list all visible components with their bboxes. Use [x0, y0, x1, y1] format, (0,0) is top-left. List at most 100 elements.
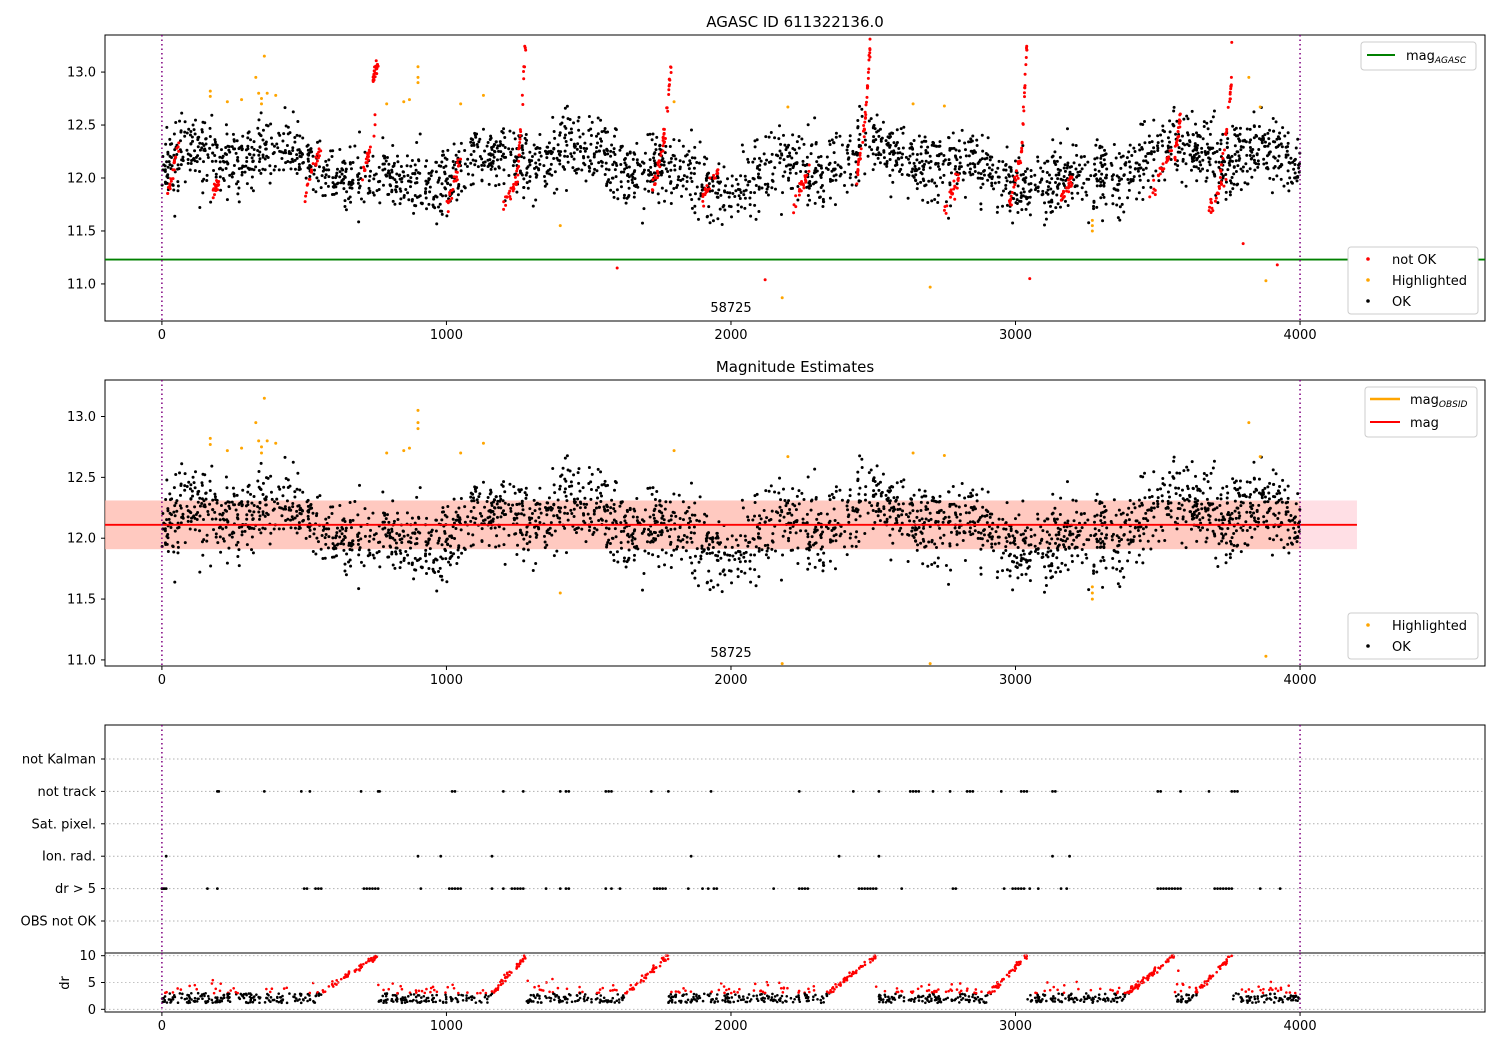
ok-point	[563, 456, 567, 460]
ok-point	[864, 485, 868, 489]
ok-point	[311, 511, 315, 515]
ok-point	[1068, 530, 1072, 534]
ok-point	[371, 511, 375, 515]
ok-point	[1114, 156, 1118, 160]
ok-point	[1169, 158, 1173, 162]
ok-point	[356, 542, 360, 546]
ok-point	[1220, 532, 1224, 536]
ok-point	[1133, 506, 1137, 510]
ok-point	[312, 532, 316, 536]
ok-point	[779, 578, 783, 582]
ok-point	[415, 140, 419, 144]
ok-point	[767, 160, 771, 164]
ok-point	[208, 146, 212, 150]
ok-point	[836, 163, 840, 167]
ok-point	[563, 505, 567, 509]
ok-point	[284, 507, 288, 511]
ok-point	[185, 504, 189, 508]
ok-point	[744, 550, 748, 554]
ok-point	[669, 202, 673, 206]
ok-point	[321, 169, 325, 173]
ok-point	[246, 490, 250, 494]
ok-point	[407, 561, 411, 565]
ok-point	[176, 545, 180, 549]
ok-point	[269, 122, 273, 126]
ok-point	[848, 176, 852, 180]
ok-point	[716, 217, 720, 221]
ok-point	[165, 160, 169, 164]
ok-point	[867, 471, 871, 475]
ok-point	[200, 481, 204, 485]
ok-point	[440, 160, 444, 164]
ok-point	[414, 168, 418, 172]
ok-point	[1008, 209, 1012, 213]
not-ok-point	[944, 211, 948, 215]
not-ok-point	[456, 164, 460, 168]
ok-point	[787, 539, 791, 543]
not-ok-point	[367, 151, 371, 155]
ok-point	[298, 151, 302, 155]
ok-point	[602, 505, 606, 509]
ok-point	[487, 544, 491, 548]
ok-point	[918, 161, 922, 165]
ok-point	[295, 171, 299, 175]
ok-point	[723, 190, 727, 194]
ok-point	[569, 480, 573, 484]
ok-point	[1115, 567, 1119, 571]
ok-point	[281, 494, 285, 498]
ok-point	[335, 167, 339, 171]
panel-magnitude-estimates: Magnitude Estimates 0 1000 2000 3000 400011.…	[67, 358, 1486, 688]
ok-point	[221, 154, 225, 158]
ok-point	[259, 111, 263, 115]
ok-point	[1276, 159, 1280, 163]
ok-point	[524, 141, 528, 145]
ok-point	[437, 539, 441, 543]
ok-point	[1127, 542, 1131, 546]
ok-point	[339, 181, 343, 185]
ok-point	[378, 201, 382, 205]
ok-point	[183, 134, 187, 138]
ok-point	[941, 541, 945, 545]
ok-point	[1127, 150, 1131, 154]
ok-point	[304, 176, 308, 180]
ok-point	[961, 539, 965, 543]
ok-point	[867, 119, 871, 123]
ok-point	[633, 537, 637, 541]
ok-point	[990, 177, 994, 181]
ok-point	[652, 152, 656, 156]
ok-point	[960, 482, 964, 486]
ok-point	[874, 153, 878, 157]
ok-point	[295, 153, 299, 157]
ok-point	[1086, 160, 1090, 164]
ok-point	[705, 157, 709, 161]
ok-point	[250, 501, 254, 505]
ok-point	[814, 142, 818, 146]
ok-point	[480, 157, 484, 161]
ok-point	[914, 179, 918, 183]
ok-point	[1141, 547, 1145, 551]
ok-point	[802, 142, 806, 146]
ok-point	[476, 501, 480, 505]
ok-point	[409, 185, 413, 189]
not-ok-point	[653, 174, 657, 178]
ok-point	[632, 545, 636, 549]
ok-point	[858, 514, 862, 518]
not-ok-point	[949, 195, 953, 199]
not-ok-point	[1230, 40, 1234, 44]
ok-point	[944, 564, 948, 568]
ok-point	[619, 541, 623, 545]
ok-point	[513, 137, 517, 141]
ok-point	[539, 511, 543, 515]
ok-point	[480, 163, 484, 167]
ok-point	[342, 187, 346, 191]
ok-point	[1234, 159, 1238, 163]
ok-point	[1028, 195, 1032, 199]
ok-point	[899, 526, 903, 530]
ok-point	[214, 532, 218, 536]
ok-point	[1233, 486, 1237, 490]
ok-point	[295, 156, 299, 160]
ok-point	[596, 496, 600, 500]
ok-point	[676, 538, 680, 542]
ok-point	[1068, 170, 1072, 174]
ok-point	[743, 206, 747, 210]
